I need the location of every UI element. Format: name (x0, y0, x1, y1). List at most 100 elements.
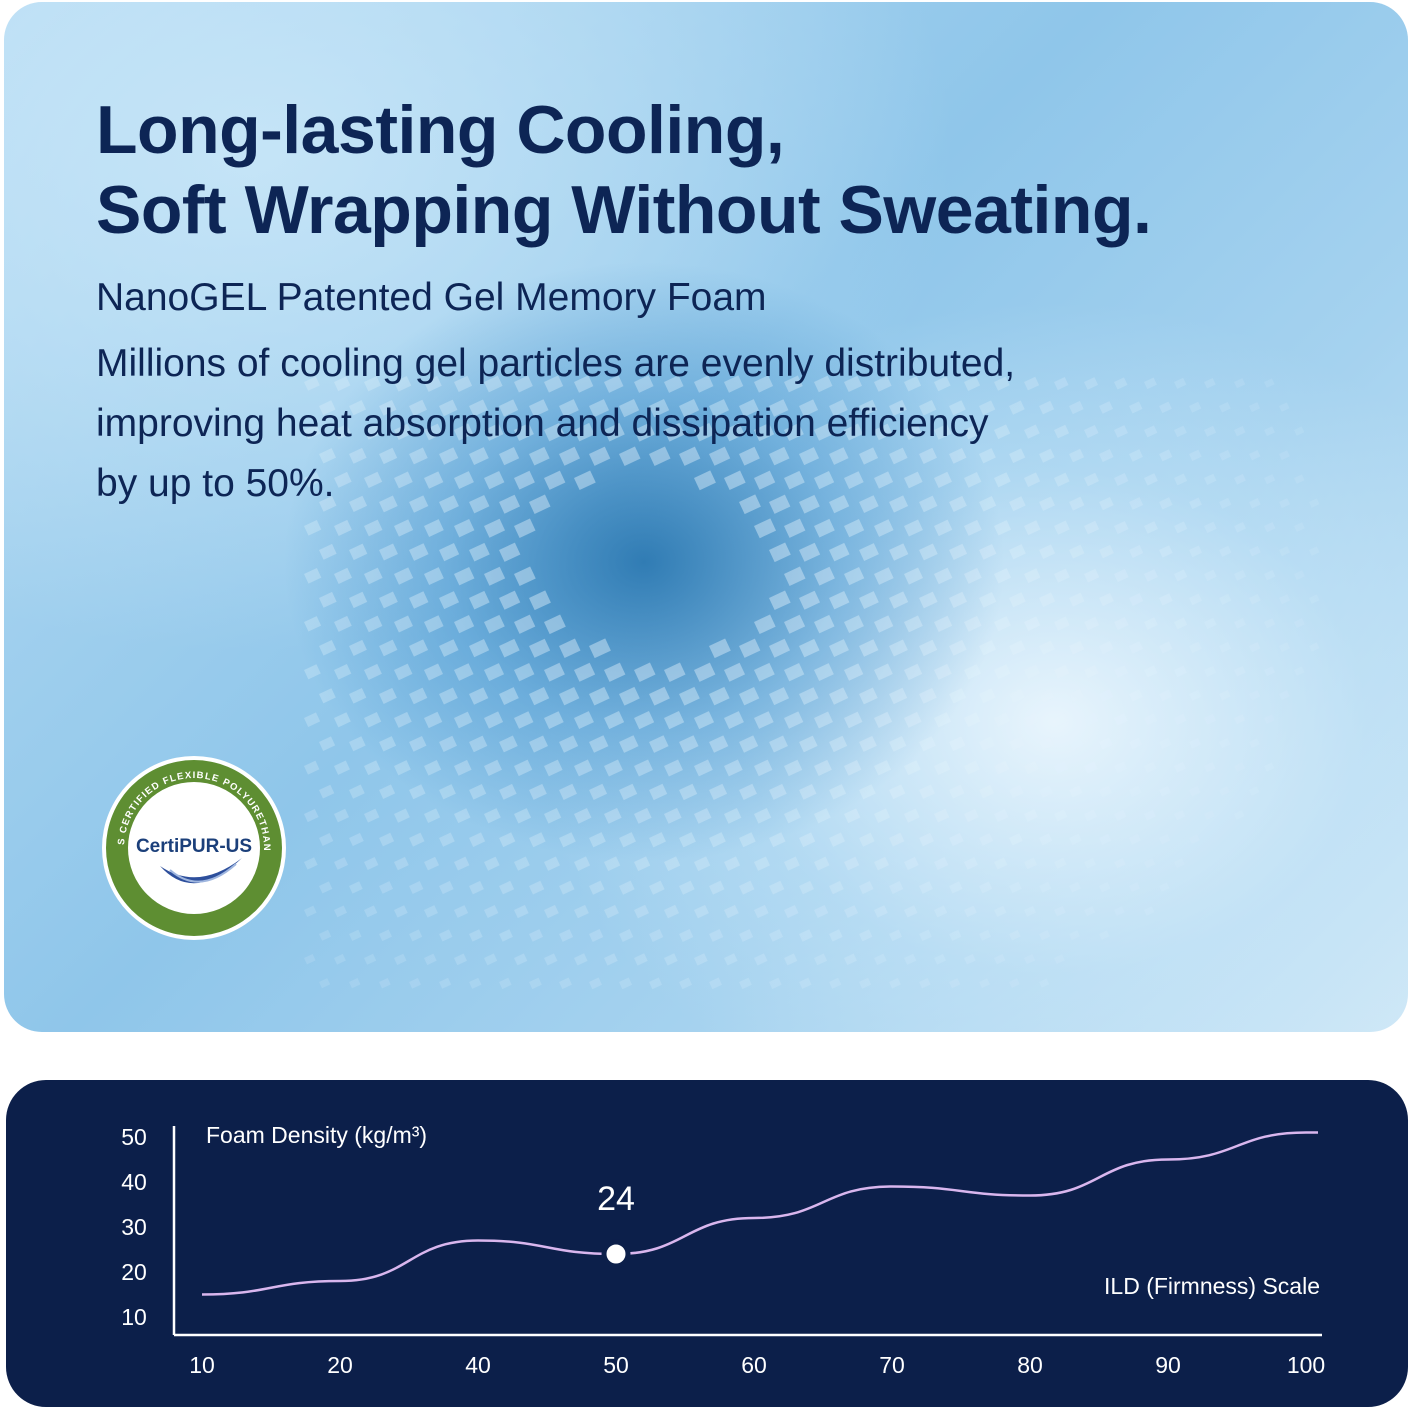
texture-dot (349, 687, 367, 704)
texture-dot (963, 808, 979, 823)
texture-dot (784, 566, 806, 586)
texture-dot (784, 423, 804, 442)
texture-dot (829, 399, 848, 417)
texture-dot (304, 376, 320, 391)
texture-dot (814, 856, 830, 871)
texture-dot (1023, 857, 1038, 870)
texture-dot (424, 953, 437, 966)
texture-dot (319, 978, 331, 989)
texture-dot (529, 735, 548, 753)
texture-dot (873, 375, 892, 392)
texture-dot (1309, 498, 1320, 508)
texture-dot (1009, 978, 1020, 988)
texture-dot (1234, 473, 1246, 485)
texture-dot (1084, 472, 1100, 487)
texture-dot (349, 736, 366, 752)
texture-dot (904, 953, 917, 965)
texture-dot (1039, 736, 1054, 751)
texture-dot (379, 736, 397, 752)
texture-dot (364, 423, 382, 440)
x-tick-label: 80 (1017, 1352, 1043, 1378)
texture-dot (469, 880, 484, 895)
texture-dot (1084, 906, 1096, 917)
texture-dot (529, 638, 551, 658)
texture-dot (514, 470, 535, 490)
texture-dot (1039, 930, 1051, 941)
texture-dot (483, 566, 506, 586)
texture-dot (348, 591, 368, 609)
texture-dot (829, 929, 843, 942)
texture-dot (739, 977, 752, 990)
texture-dot (994, 954, 1006, 965)
texture-dot (334, 857, 349, 870)
texture-dot (483, 953, 498, 966)
texture-dot (1129, 497, 1144, 510)
texture-dot (468, 542, 490, 562)
texture-dot (1039, 496, 1056, 511)
texture-dot (874, 760, 892, 776)
texture-dot (1068, 785, 1083, 798)
texture-dot (1263, 426, 1276, 437)
texture-dot (829, 447, 849, 465)
x-axis-label: ILD (Firmness) Scale (1104, 1273, 1320, 1299)
texture-dot (1189, 401, 1202, 413)
texture-dot (364, 953, 377, 965)
texture-dot (483, 614, 505, 634)
texture-dot (558, 880, 575, 895)
texture-dot (333, 760, 350, 775)
texture-dot (874, 856, 890, 871)
texture-dot (498, 735, 518, 753)
texture-dot (439, 977, 452, 989)
texture-dot (1143, 569, 1158, 582)
texture-dot (799, 929, 813, 942)
texture-dot (799, 399, 819, 417)
texture-dot (829, 542, 850, 562)
texture-dot (349, 929, 362, 941)
texture-dot (768, 542, 791, 563)
texture-dot (993, 760, 1010, 775)
texture-dot (574, 375, 594, 393)
texture-dot (544, 759, 563, 777)
texture-dot (694, 953, 708, 966)
texture-dot (979, 978, 991, 989)
texture-dot (454, 518, 475, 538)
texture-dot (364, 567, 383, 585)
texture-dot (799, 447, 820, 466)
texture-dot (994, 616, 1011, 632)
texture-dot (844, 423, 863, 441)
texture-dot (994, 376, 1010, 391)
texture-dot (934, 376, 951, 392)
texture-dot (769, 735, 788, 753)
texture-dot (694, 807, 712, 824)
texture-dot (634, 662, 656, 682)
texture-dot (1024, 712, 1040, 727)
texture-dot (424, 567, 444, 586)
texture-dot (454, 375, 473, 393)
texture-dot (694, 662, 716, 682)
texture-dot (798, 783, 817, 800)
texture-dot (844, 663, 864, 681)
texture-dot (964, 712, 981, 728)
texture-dot (858, 880, 874, 895)
texture-dot (409, 687, 428, 705)
texture-dot (784, 518, 806, 538)
texture-dot (1144, 665, 1158, 678)
texture-dot (1038, 688, 1055, 703)
texture-dot (1068, 592, 1085, 607)
texture-dot (544, 662, 565, 682)
texture-dot (949, 591, 967, 608)
texture-dot (528, 929, 544, 942)
texture-dot (544, 953, 558, 966)
texture-dot (304, 616, 322, 632)
texture-dot (334, 953, 346, 965)
texture-dot (709, 977, 722, 990)
texture-dot (514, 566, 536, 587)
texture-dot (963, 664, 982, 680)
texture-dot (439, 591, 460, 610)
texture-dot (798, 880, 815, 895)
texture-dot (1084, 377, 1099, 390)
texture-dot (859, 543, 879, 562)
texture-dot (1114, 761, 1128, 774)
texture-dot (1293, 666, 1305, 676)
texture-dot (1249, 786, 1260, 796)
